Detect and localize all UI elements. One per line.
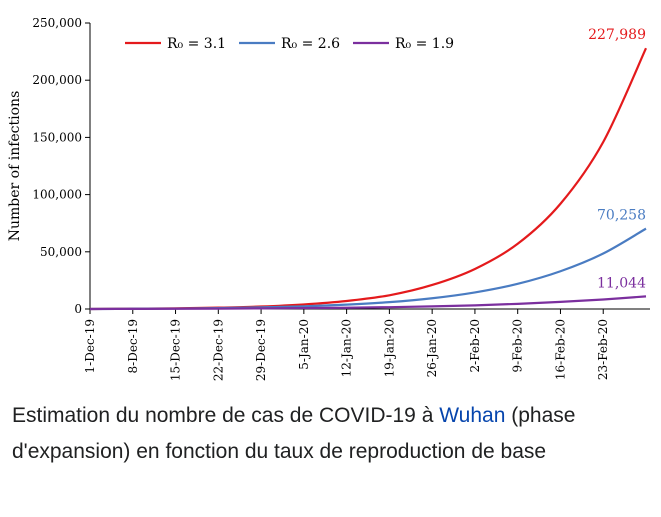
x-tick-label: 16-Feb-20 [553,319,567,380]
caption-text-end: (phase d'expansion) en fonction du taux … [12,404,576,463]
y-tick-label: 100,000 [32,188,82,202]
series-lines: 227,989 70,258 11,044 [89,27,648,311]
x-tick-label: 19-Jan-20 [382,319,396,377]
legend-label-3: R₀ = 1.9 [395,36,454,52]
legend: R₀ = 3.1 R₀ = 2.6 R₀ = 1.9 [125,36,454,52]
infections-line-chart: 0 50,000 100,000 150,000 200,000 250,000 1-De… [7,16,650,381]
caption-text-start: Estimation du nombre de cas de COVID-19 … [12,404,440,427]
y-tick-label: 0 [74,302,82,316]
x-tick-label: 1-Dec-19 [83,319,97,373]
x-tick-label: 29-Dec-19 [254,319,268,381]
x-tick-label: 26-Jan-20 [425,319,439,377]
x-tick-label: 2-Feb-20 [468,319,482,372]
end-value-label-1: 227,989 [588,27,646,43]
y-tick-label: 50,000 [40,245,82,259]
legend-label-1: R₀ = 3.1 [167,36,226,52]
figure-caption: Estimation du nombre de cas de COVID-19 … [12,398,652,470]
y-tick-label: 250,000 [32,16,82,30]
y-axis: 0 50,000 100,000 150,000 200,000 250,000 [32,16,91,316]
series-line-3 [89,295,647,311]
x-tick-label: 9-Feb-20 [511,319,525,372]
y-tick-label: 150,000 [32,130,82,144]
x-tick-label: 15-Dec-19 [169,319,183,381]
end-value-label-2: 70,258 [597,208,646,224]
legend-label-2: R₀ = 2.6 [281,36,340,52]
end-value-label-3: 11,044 [597,275,646,291]
x-tick-label: 23-Feb-20 [596,319,610,380]
series-line-2 [89,227,647,311]
y-axis-title: Number of infections [7,91,23,242]
x-tick-label: 12-Jan-20 [340,319,354,377]
x-axis: 1-Dec-19 8-Dec-19 15-Dec-19 22-Dec-19 29-Dec… [83,308,650,381]
x-tick-label: 8-Dec-19 [126,319,140,373]
y-tick-label: 200,000 [32,73,82,87]
x-tick-label: 22-Dec-19 [211,319,225,381]
x-tick-label: 5-Jan-20 [297,319,311,370]
wuhan-link[interactable]: Wuhan [439,404,506,427]
